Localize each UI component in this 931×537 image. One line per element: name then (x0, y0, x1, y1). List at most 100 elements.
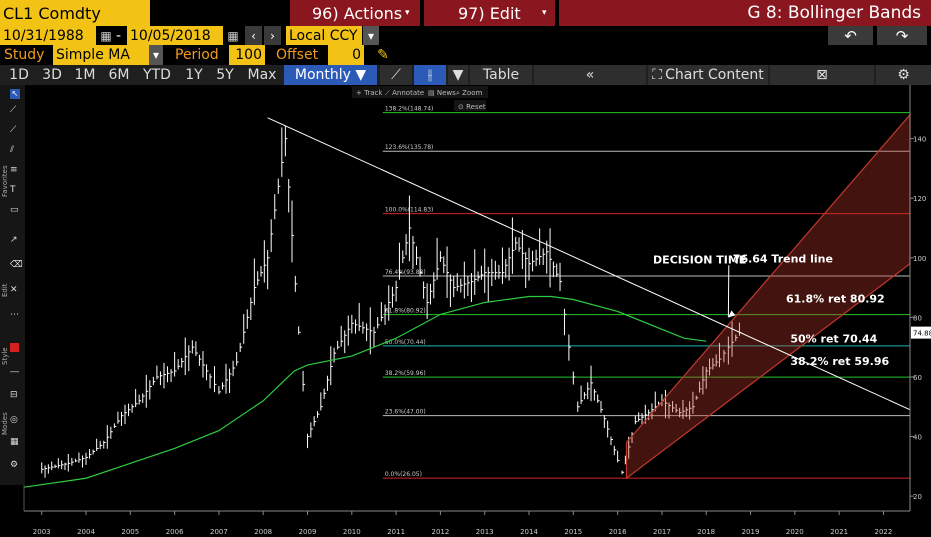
date-range-bar: 10/31/1988 ▦ - 10/05/2018 ▦ ‹ › Local CC… (0, 26, 931, 45)
study-dropdown-icon[interactable]: ▾ (149, 45, 163, 65)
chart-content-button[interactable]: ⛶ Chart Content (648, 65, 768, 85)
fib-label: 138.2%(148.74) (385, 106, 434, 113)
undo-button[interactable]: ↶ (828, 26, 873, 45)
title-bar: CL1 Comdty 96) Actions ▾ 97) Edit ▾ G 8:… (0, 0, 931, 26)
arrow-tool-icon[interactable]: ↗ (10, 235, 18, 245)
draw-ray-tool-icon[interactable]: ⟋ (10, 125, 17, 135)
period-1m[interactable]: 1M (74, 67, 96, 83)
bar-chart-icon[interactable]: ⫲ (414, 65, 446, 85)
y-tick-label: 60 (913, 374, 922, 382)
trend-line (267, 117, 911, 411)
annotation-label: 38.2% ret 59.96 (790, 355, 889, 368)
x-tick-label: 2011 (387, 528, 405, 536)
period-1d[interactable]: 1D (9, 67, 29, 83)
fib-levels: 138.2%(148.74)123.6%(135.78)100.0%(114.8… (382, 106, 910, 479)
period-5y[interactable]: 5Y (216, 67, 234, 83)
modes-tab[interactable]: Modes (1, 412, 9, 435)
frequency-dropdown[interactable]: Monthly ▼ (284, 65, 377, 85)
end-calendar-icon[interactable]: ▦ (227, 28, 239, 43)
x-tick-label: 2010 (343, 528, 361, 536)
annotation-label: 61.8% ret 80.92 (786, 292, 885, 305)
offset-field[interactable]: 0 (328, 45, 364, 65)
pointer-tool-icon[interactable]: ↖ (10, 89, 20, 99)
end-date-field[interactable]: 10/05/2018 (127, 26, 223, 45)
annotate-tool[interactable]: ⟋ Annotate (385, 89, 424, 97)
favorites-tab[interactable]: Favorites (1, 165, 9, 197)
x-tick-label: 2015 (564, 528, 582, 536)
chart-content-label: Chart Content (665, 67, 764, 83)
layers-tool-icon[interactable]: ▦ (10, 437, 19, 447)
edit-tab[interactable]: Edit (1, 283, 9, 297)
x-tick-label: 2016 (609, 528, 627, 536)
redo-button[interactable]: ↷ (877, 26, 927, 45)
magnet-tool-icon[interactable]: ◎ (10, 415, 18, 425)
table-button[interactable]: Table (470, 65, 532, 85)
x-tick-label: 2008 (254, 528, 272, 536)
y-tick-label: 120 (913, 195, 926, 203)
x-tick-label: 2018 (697, 528, 715, 536)
x-tick-label: 2017 (653, 528, 671, 536)
gear-tool-icon[interactable]: ⚙ (10, 460, 19, 470)
moving-average-line (23, 295, 707, 488)
x-tick-label: 2009 (299, 528, 317, 536)
eraser-tool-icon[interactable]: ⌫ (10, 260, 23, 270)
x-tick-label: 2006 (166, 528, 184, 536)
lock-tool-icon[interactable]: ⊟ (10, 390, 18, 400)
prev-period-button[interactable]: ‹ (245, 26, 262, 45)
draw-tools-icon[interactable]: ⊠ (770, 65, 874, 85)
channel-tool-icon[interactable]: ⫽ (10, 145, 15, 155)
period-1y[interactable]: 1Y (185, 67, 203, 83)
fib-label: 61.8%(80.92) (385, 308, 426, 315)
period-3d[interactable]: 3D (42, 67, 62, 83)
line-style-icon[interactable]: ― (10, 367, 19, 377)
track-tool[interactable]: + Track (356, 89, 383, 97)
color-swatch-icon[interactable] (10, 343, 19, 352)
ellipsis-tool-icon[interactable]: ⋯ (10, 310, 19, 320)
y-tick-label: 80 (913, 314, 922, 322)
last-price-label: 74.88 (913, 330, 931, 338)
fib-label: 0.0%(26.05) (385, 471, 422, 478)
edit-dropdown-icon[interactable]: ▾ (542, 8, 547, 18)
fib-label: 76.4%(93.88) (385, 269, 426, 276)
line-chart-icon[interactable]: ⟋ (380, 65, 412, 85)
x-tick-label: 2003 (33, 528, 51, 536)
zoom-tool[interactable]: ⌕ Zoom (456, 89, 483, 97)
x-tick-label: 2019 (742, 528, 760, 536)
chart-type-dropdown-icon[interactable]: ▼ (448, 65, 468, 85)
fib-tool-icon[interactable]: ≡ (10, 165, 18, 175)
shape-tool-icon[interactable]: ▭ (10, 205, 19, 215)
price-chart[interactable]: 138.2%(148.74)123.6%(135.78)100.0%(114.8… (0, 85, 931, 537)
period-max[interactable]: Max (247, 67, 277, 83)
x-tick-label: 2022 (875, 528, 893, 536)
fib-label: 50.0%(70.44) (385, 339, 426, 346)
start-date-field[interactable]: 10/31/1988 (0, 26, 96, 45)
y-tick-label: 40 (913, 434, 922, 442)
settings-gear-icon[interactable]: ⚙ (876, 65, 931, 85)
toolbar: 1D 3D 1M 6M YTD 1Y 5Y Max Monthly ▼ ⟋ ⫲ … (0, 65, 931, 85)
price-bars (41, 125, 742, 478)
draw-line-tool-icon[interactable]: ⟋ (10, 105, 17, 115)
study-field[interactable]: Simple MA (53, 45, 149, 65)
reset-tool[interactable]: ⊙ Reset (458, 103, 486, 111)
style-tab[interactable]: Style (1, 347, 9, 365)
period-ytd[interactable]: YTD (143, 67, 171, 83)
currency-dropdown-icon[interactable]: ▾ (363, 26, 379, 45)
next-period-button[interactable]: › (264, 26, 281, 45)
pencil-icon[interactable]: ✎ (377, 47, 389, 63)
text-tool-icon[interactable]: T (10, 185, 16, 195)
news-tool[interactable]: ▤ News (428, 89, 456, 97)
period-field[interactable]: 100 (229, 45, 265, 65)
period-6m[interactable]: 6M (108, 67, 130, 83)
cross-tool-icon[interactable]: ✕ (10, 285, 18, 295)
start-calendar-icon[interactable]: ▦ (100, 28, 112, 43)
fib-label: 23.6%(47.00) (385, 409, 426, 416)
currency-field[interactable]: Local CCY (286, 26, 362, 45)
actions-dropdown-icon[interactable]: ▾ (405, 8, 410, 18)
fib-label: 123.6%(135.78) (385, 144, 434, 151)
collapse-button[interactable]: « (534, 65, 646, 85)
ticker-field[interactable]: CL1 Comdty (0, 0, 150, 26)
actions-menu[interactable]: 96) Actions (290, 0, 420, 26)
left-tool-column: ↖ ⟋ ⟋ ⫽ ≡ T ▭ ↗ ⌫ ✕ ⋯ ― ⊟ ◎ ▦ ⚙ Favorite… (0, 85, 25, 485)
edit-menu[interactable]: 97) Edit (424, 0, 555, 26)
